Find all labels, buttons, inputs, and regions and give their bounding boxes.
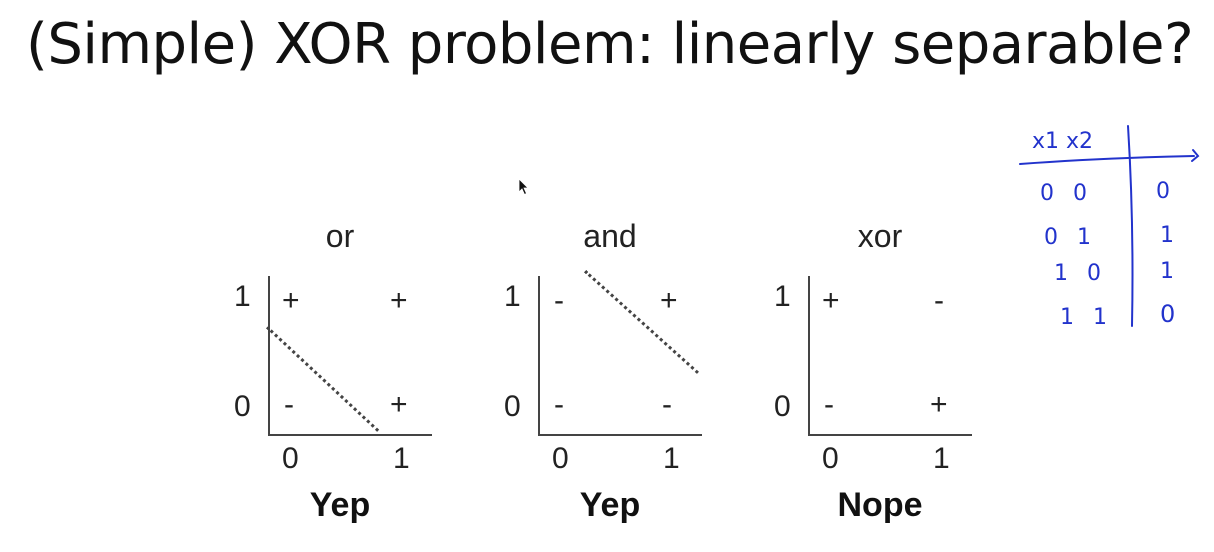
y-tick-label: 1 [504,280,521,313]
point-symbol: - [934,284,944,317]
x-tick-label: 0 [552,442,569,475]
point-symbol: - [554,388,564,421]
and-plot: and 1 0 0 1 - + - - Yep [490,218,740,528]
table-output: 1 [1160,223,1174,248]
table-output: 0 [1156,179,1170,204]
point-symbol: + [390,284,408,317]
table-inputs: 1 1 [1060,305,1113,330]
mouse-cursor-icon [518,178,529,196]
plot-verdict: Nope [837,486,923,524]
point-symbol: + [660,284,678,317]
point-symbol: - [554,284,564,317]
x-tick-label: 1 [663,442,680,475]
slide-title: (Simple) XOR problem: linearly separable… [26,12,1194,77]
point-symbol: + [282,284,300,317]
x-tick-label: 1 [933,442,950,475]
xor-plot: xor 1 0 0 1 + - - + Nope [760,218,1010,528]
arrow-head-icon [1191,149,1200,162]
plot-axes [808,276,972,436]
point-symbol: + [822,284,840,317]
table-output: 0 [1160,300,1175,328]
table-inputs: 0 0 [1040,181,1093,206]
y-tick-label: 1 [234,280,251,313]
plot-verdict: Yep [579,486,641,524]
plot-title: or [325,218,355,254]
point-symbol: - [824,388,834,421]
x-tick-label: 0 [822,442,839,475]
table-inputs: 1 0 [1054,261,1107,286]
table-divider [1127,125,1134,327]
y-tick-label: 0 [234,390,251,423]
plot-axes [538,276,702,436]
plot-verdict: Yep [309,486,371,524]
or-plot: or 1 0 0 1 + + - + Yep [220,218,470,528]
point-symbol: - [284,388,294,421]
plot-title: and [583,218,637,254]
point-symbol: + [390,388,408,421]
table-inputs: 0 1 [1044,225,1097,250]
x-tick-label: 1 [393,442,410,475]
table-header: x1 x2 [1032,129,1093,154]
point-symbol: + [930,388,948,421]
plot-title: xor [857,218,903,254]
point-symbol: - [662,388,672,421]
y-tick-label: 0 [774,390,791,423]
y-tick-label: 0 [504,390,521,423]
plot-axes [268,276,432,436]
handwritten-truth-table: x1 x2 0 0 0 0 1 1 1 0 1 1 1 0 [1019,125,1200,330]
table-output: 1 [1160,259,1174,284]
table-header-rule [1019,155,1195,165]
y-tick-label: 1 [774,280,791,313]
x-tick-label: 0 [282,442,299,475]
